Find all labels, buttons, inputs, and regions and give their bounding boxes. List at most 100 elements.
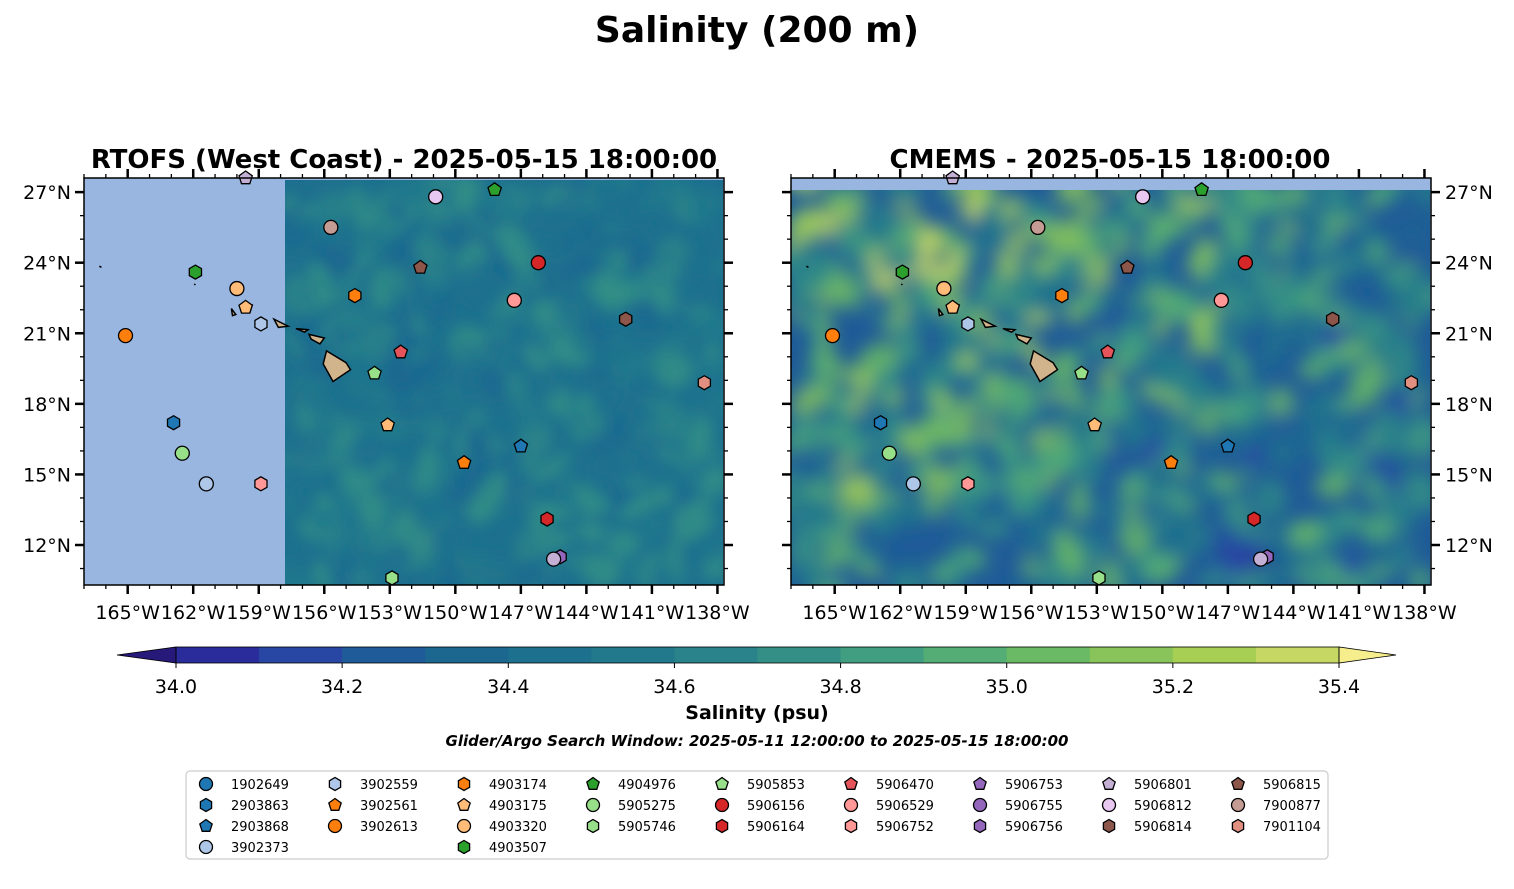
salinity-patch	[576, 394, 594, 413]
salinity-patch	[1283, 551, 1326, 574]
salinity-patch	[537, 530, 575, 550]
salinity-patch	[315, 287, 335, 309]
salinity-patch	[461, 258, 493, 301]
salinity-patch	[616, 559, 642, 577]
legend-marker-5905746	[586, 818, 600, 834]
salinity-patch	[1264, 234, 1293, 257]
salinity-patch	[891, 196, 929, 232]
island-shape	[937, 308, 945, 317]
island-shape	[1029, 349, 1059, 383]
island-shape	[979, 317, 998, 329]
salinity-patch	[838, 436, 877, 460]
salinity-patch	[552, 480, 582, 505]
salinity-patch	[1243, 445, 1264, 465]
salinity-patch	[1180, 429, 1194, 447]
salinity-patch	[561, 231, 579, 252]
legend-marker-4903174	[457, 776, 471, 792]
salinity-patch	[410, 428, 429, 447]
island-shape	[295, 327, 310, 333]
salinity-patch	[1312, 425, 1339, 463]
x-tick-label: 150°W	[423, 602, 488, 624]
y-tick-label: 15°N	[1445, 464, 1493, 486]
legend-marker-2903868	[199, 818, 213, 832]
x-tick-label: 147°W	[1196, 602, 1261, 624]
salinity-patch	[802, 386, 826, 405]
legend-label: 5905275	[618, 799, 676, 814]
salinity-patch	[321, 242, 358, 272]
colorbar-bin	[923, 647, 1008, 663]
salinity-patch	[558, 551, 597, 564]
legend-marker-5906812	[1101, 797, 1117, 813]
salinity-patch	[308, 505, 340, 533]
colorbar-tick-label: 34.8	[819, 676, 861, 698]
float-marker-5905853	[367, 365, 382, 380]
x-tick-label: 162°W	[868, 602, 933, 624]
salinity-patch	[1141, 382, 1181, 406]
float-marker-5906156	[1237, 255, 1253, 271]
island-shape	[900, 283, 903, 286]
salinity-patch	[886, 289, 912, 311]
salinity-patch	[356, 305, 367, 331]
salinity-patch	[1077, 291, 1100, 314]
y-tick-label: 27°N	[1445, 182, 1493, 204]
salinity-patch	[874, 314, 919, 337]
salinity-patch	[1311, 274, 1344, 296]
x-tick-label: 144°W	[1261, 602, 1326, 624]
salinity-patch	[285, 255, 310, 281]
salinity-patch	[930, 557, 955, 585]
salinity-patch	[657, 485, 672, 507]
salinity-patch	[952, 190, 993, 202]
legend-label: 5906812	[1134, 799, 1192, 814]
salinity-patch	[959, 196, 983, 222]
float-marker-5906752	[961, 476, 975, 492]
salinity-patch	[1087, 501, 1104, 519]
legend-label: 3902613	[360, 820, 418, 835]
salinity-patch	[667, 542, 685, 575]
salinity-patch	[345, 525, 371, 555]
float-marker-2903868	[513, 438, 529, 453]
float-marker-3902561	[456, 454, 472, 469]
legend-label: 1902649	[231, 778, 289, 793]
legend-marker-4904976	[586, 776, 600, 790]
salinity-patch	[464, 428, 492, 478]
salinity-patch	[871, 565, 905, 576]
colorbar-tick-label: 34.2	[321, 676, 363, 698]
salinity-patch	[515, 483, 537, 508]
salinity-patch	[539, 262, 559, 303]
cmems-float-markers	[824, 170, 1419, 586]
salinity-patch	[371, 190, 393, 222]
salinity-patch	[357, 411, 386, 441]
x-tick-label: 144°W	[554, 602, 619, 624]
salinity-patch	[947, 518, 962, 536]
float-marker-5906815	[1119, 259, 1135, 274]
x-tick-label: 141°W	[1327, 602, 1392, 624]
legend-marker-5905853	[715, 776, 729, 790]
island-shape	[272, 317, 291, 329]
y-tick-label: 27°N	[23, 182, 71, 204]
island-shape	[322, 349, 352, 383]
salinity-patch	[598, 431, 617, 465]
legend-label: 5906753	[1005, 778, 1063, 793]
salinity-patch	[1337, 352, 1375, 371]
salinity-patch	[837, 381, 861, 400]
salinity-patch	[420, 293, 458, 328]
float-marker-track	[238, 299, 254, 314]
salinity-patch	[351, 431, 385, 464]
rtofs-map-panel: RTOFS (West Coast) - 2025-05-15 18:00:00…	[23, 145, 750, 624]
colorbar-tick-label: 35.0	[986, 676, 1028, 698]
salinity-patch	[292, 204, 307, 228]
salinity-patch	[950, 270, 968, 286]
cmems-map-frame	[790, 177, 1432, 586]
salinity-patch	[1044, 219, 1087, 256]
salinity-patch	[1285, 201, 1327, 244]
salinity-patch	[571, 331, 596, 357]
salinity-patch	[1062, 414, 1098, 444]
salinity-patch	[819, 456, 837, 474]
colorbar-tick-label: 34.6	[653, 676, 695, 698]
salinity-patch	[929, 392, 953, 412]
colorbar-bin	[342, 647, 426, 663]
salinity-patch	[1127, 469, 1147, 488]
y-tick-label: 24°N	[23, 253, 71, 275]
salinity-patch	[1109, 363, 1120, 380]
salinity-patch	[520, 205, 570, 239]
